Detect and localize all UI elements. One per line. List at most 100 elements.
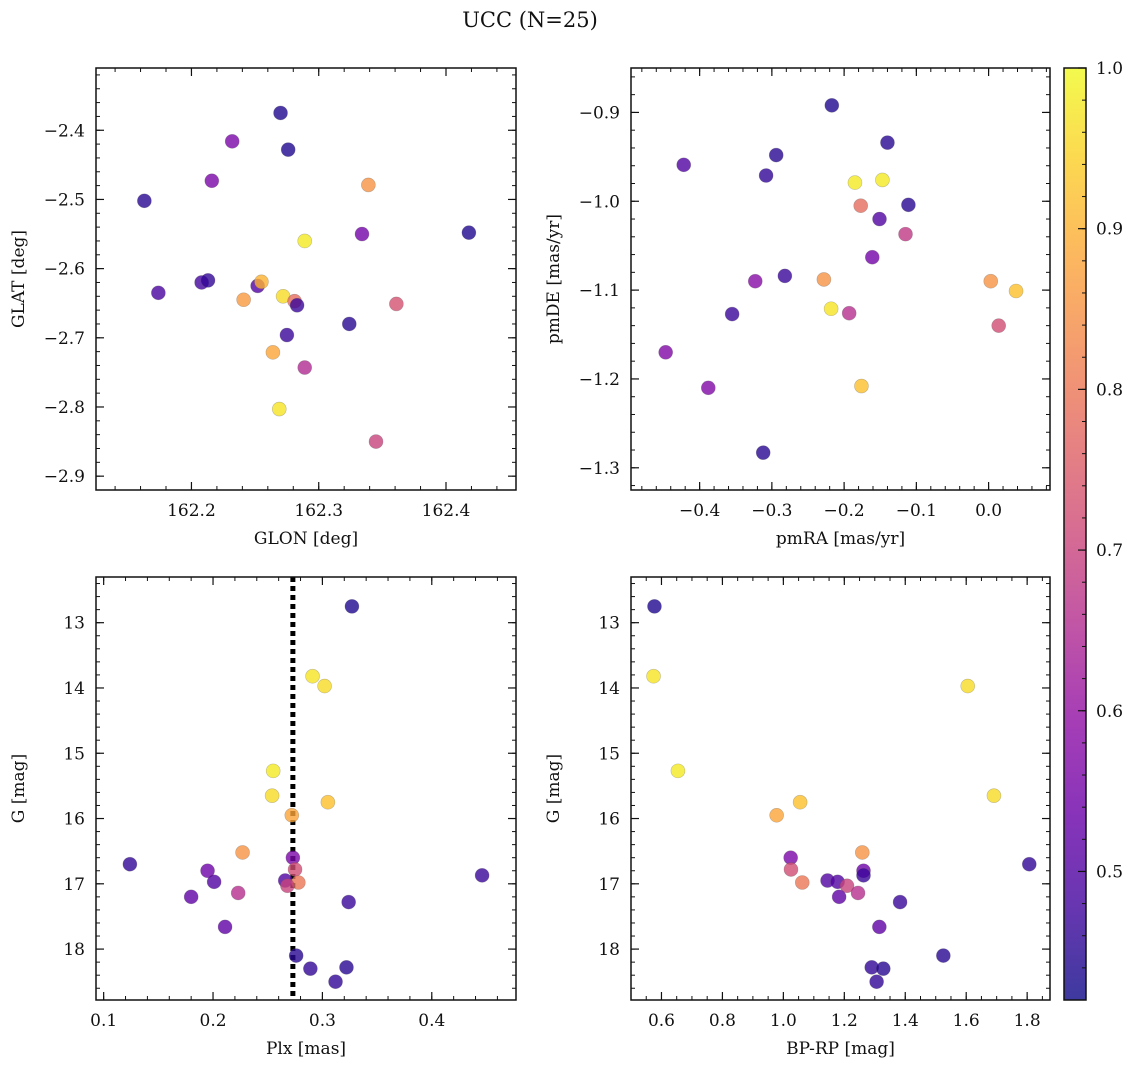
y-tick-label: 13 [63,614,85,634]
data-point [280,878,295,894]
x-tick-label: 1.0 [770,1011,797,1031]
data-point [288,948,304,963]
data-point [724,306,740,322]
data-point [280,142,296,157]
x-tick-label: −0.3 [751,501,792,521]
y-tick-label: 17 [598,875,620,895]
x-tick-label: 0.2 [200,1011,227,1031]
data-point [854,845,870,860]
data-point [658,344,673,360]
data-point [224,134,240,149]
data-point [264,788,280,803]
data-point [853,198,869,214]
data-point [794,875,810,890]
data-point [872,919,887,935]
y-tick-label: −1.1 [579,281,620,301]
y-tick-label: 14 [598,679,620,699]
colorbar-tick-label: 1.0 [1096,59,1123,79]
data-point [901,197,916,213]
x-axis-label: BP-RP [mag] [786,1039,895,1059]
data-point [137,193,152,209]
figure-title: UCC (N=25) [462,8,598,32]
panels: 162.2 162.3 162.4 −2.9 −2.8 −2.7 −2.6 −2.5 −2.4 G… [9,67,1051,1059]
data-point [461,225,477,240]
x-axis-label: GLON [deg] [254,529,358,549]
data-point [204,173,220,189]
y-tick-label: 16 [63,810,85,830]
major-ticks [631,68,1050,490]
x-tick-label: −0.2 [823,501,864,521]
data-point [328,974,343,990]
y-tick-label: 15 [63,744,85,764]
colorbar-tick-label: 0.5 [1096,862,1123,882]
data-point [354,226,370,242]
major-ticks [96,577,516,1000]
data-point [236,292,251,308]
data-point [854,378,869,394]
data-point [869,974,884,990]
y-axis-label: GLAT [deg] [9,230,29,328]
panel-glon-glat: 162.2 162.3 162.4 −2.9 −2.8 −2.7 −2.6 −2.5 −2.4 G… [9,67,517,549]
colorbar-tick-label: 0.8 [1096,380,1123,400]
y-tick-label: −2.4 [44,121,85,141]
data-point [850,885,866,901]
y-tick-label: −0.9 [579,103,620,123]
data-point [646,668,661,684]
data-point [339,960,354,975]
y-tick-label: −1.3 [579,459,620,479]
data-point [856,868,871,883]
x-tick-label: 0.4 [418,1011,445,1031]
x-tick-label: 0.0 [975,501,1002,521]
data-point [317,678,332,694]
scatter-points [137,105,477,449]
y-tick-label: 14 [63,679,85,699]
data-point [230,885,246,901]
y-tick-label: −2.8 [44,398,85,418]
data-point [389,296,404,312]
minor-ticks [96,577,516,1000]
major-ticks [96,68,516,490]
y-axis-label: pmDE [mas/yr] [544,214,564,344]
data-point [986,788,1002,803]
minor-ticks [630,577,1050,1000]
minor-ticks [96,68,516,491]
x-tick-label: 162.2 [167,501,216,521]
x-tick-label: 0.6 [648,1011,675,1031]
y-axis-label: G [mag] [9,754,29,823]
data-point [847,175,863,190]
x-tick-label: 0.8 [709,1011,736,1031]
data-point [235,845,250,860]
data-point [254,274,269,290]
data-point [474,868,490,883]
data-point [792,794,808,810]
data-point [200,273,216,288]
colorbar-frame [1063,67,1087,1001]
panel-pmra-pmde: −0.4 −0.3 −0.2 −0.1 0.0 −1.3 −1.2 −1.1 −1.0 −0.9 p… [544,67,1051,549]
data-point [872,211,887,227]
data-point [647,599,662,614]
data-point [320,794,336,810]
data-point [876,961,891,976]
x-tick-label: −0.4 [679,501,720,521]
data-point [831,889,847,905]
scatter-points [122,599,490,990]
data-point [960,678,976,694]
data-point [700,380,716,396]
data-point [880,135,895,150]
data-point [183,889,199,905]
y-tick-label: −1.0 [579,192,620,212]
colorbar-tick-label: 0.6 [1096,702,1123,722]
y-tick-label: −2.6 [44,260,85,280]
data-point [747,273,763,289]
panel-plx-g: 0.1 0.2 0.3 0.4 13 14 15 16 17 18 Plx [mas] G [mag] [9,576,517,1059]
axes-frame [630,67,1051,491]
data-point [122,856,138,872]
data-point [841,305,857,321]
data-point [287,862,303,877]
data-point [839,878,855,894]
data-point [991,318,1007,333]
x-axis-label: pmRA [mas/yr] [776,529,905,549]
data-point [279,327,295,343]
x-tick-label: 1.2 [831,1011,858,1031]
